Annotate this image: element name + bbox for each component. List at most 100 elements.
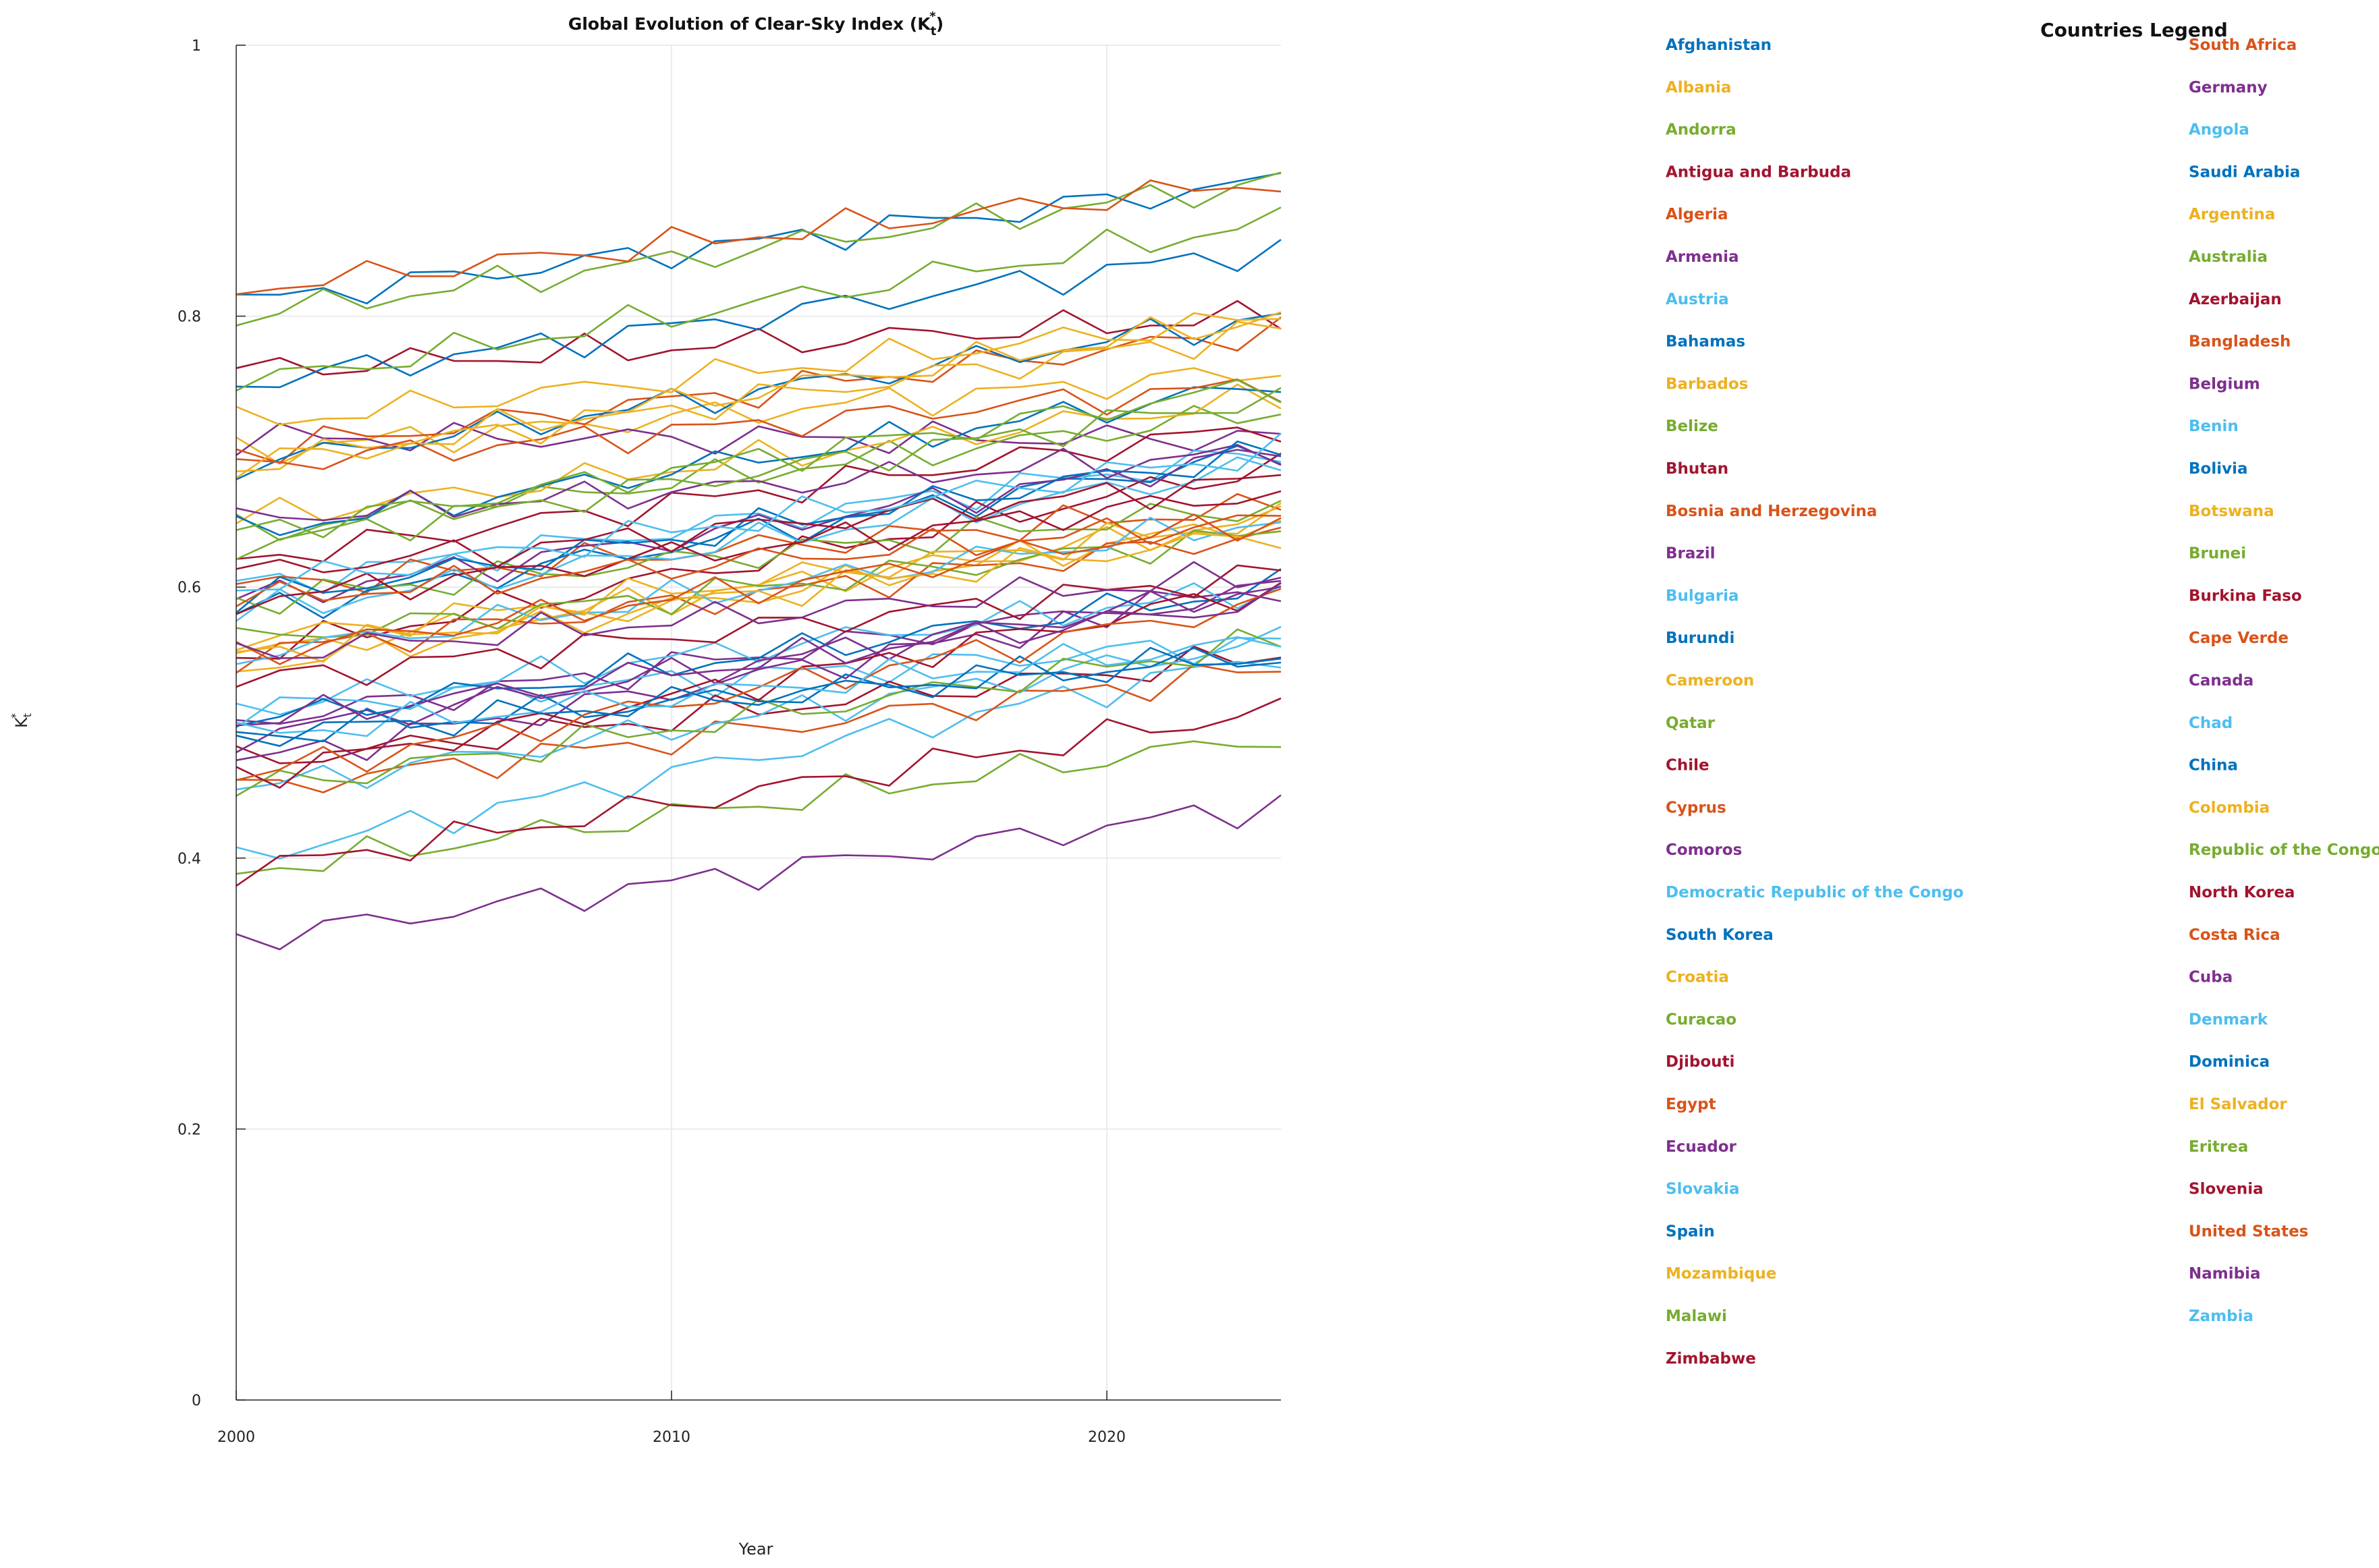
legend-item: Denmark <box>2189 1011 2268 1028</box>
legend-item: Bosnia and Herzegovina <box>1666 503 1877 520</box>
legend-item: Cameroon <box>1666 672 1754 690</box>
legend-item: Cyprus <box>1666 799 1726 816</box>
legend-item: Zambia <box>2189 1308 2253 1325</box>
series-line <box>236 379 1282 538</box>
series-line <box>236 628 1282 797</box>
legend-item: Andorra <box>1666 121 1737 139</box>
series-line <box>236 636 1282 737</box>
series-line <box>236 582 1282 789</box>
legend-item: United States <box>2189 1223 2308 1240</box>
legend-item: Azerbaijan <box>2189 291 2282 308</box>
legend-item: Belize <box>1666 418 1718 435</box>
series-line <box>236 320 1282 479</box>
y-tick-label: 0.4 <box>177 851 201 868</box>
legend-item: Slovakia <box>1666 1181 1739 1198</box>
legend-item: Antigua and Barbuda <box>1666 163 1851 181</box>
legend-item: Bhutan <box>1666 460 1728 478</box>
legend-item: Germany <box>2189 79 2268 96</box>
legend-item: Croatia <box>1666 969 1729 986</box>
series-line <box>236 312 1282 426</box>
legend-item: Albania <box>1666 79 1731 96</box>
series-line <box>236 452 1282 660</box>
y-tick-label: 0.6 <box>177 580 201 596</box>
y-tick-label: 0.8 <box>177 309 201 326</box>
legend-item: Angola <box>2189 121 2249 139</box>
series-line <box>236 474 1282 573</box>
series-line <box>236 646 1282 747</box>
legend-item: Colombia <box>2189 799 2270 816</box>
legend-item: North Korea <box>2189 884 2295 901</box>
legend-item: Djibouti <box>1666 1053 1734 1071</box>
legend-item: Brazil <box>1666 545 1716 563</box>
series-line <box>236 171 1282 327</box>
legend-item: Qatar <box>1666 715 1716 732</box>
legend-item: Afghanistan <box>1666 36 1772 54</box>
legend-item: Republic of the Congo <box>2189 841 2379 859</box>
legend-item: Australia <box>2189 248 2268 266</box>
series-line <box>236 206 1282 392</box>
series-line <box>236 740 1282 875</box>
series-line <box>236 378 1282 470</box>
legend-item: Botswana <box>2189 503 2274 520</box>
legend-item: Bahamas <box>1666 333 1745 351</box>
legend-item: Bulgaria <box>1666 587 1739 605</box>
legend-item: Slovenia <box>2189 1181 2264 1198</box>
legend-item: Argentina <box>2189 206 2275 223</box>
series-line <box>236 445 1282 619</box>
legend-item: Saudi Arabia <box>2189 163 2300 181</box>
series-line <box>236 513 1282 665</box>
legend-item: Dominica <box>2189 1053 2270 1071</box>
series-line <box>236 588 1282 781</box>
series-line <box>236 582 1282 716</box>
legend-item: Armenia <box>1666 248 1739 266</box>
tick-labels: 0 0.2 0.4 0.6 0.8 1 2000 2010 2020 <box>177 38 1126 1446</box>
legend-item: Costa Rica <box>2189 926 2280 944</box>
legend-item: Namibia <box>2189 1265 2261 1283</box>
series-line <box>236 502 1282 651</box>
series-line <box>236 312 1282 480</box>
legend-item: Benin <box>2189 418 2239 435</box>
series-line <box>236 582 1282 727</box>
series-line <box>236 440 1282 614</box>
legend-item: Cuba <box>2189 969 2233 986</box>
y-axis-title: Kt* <box>9 713 34 728</box>
series-line <box>236 697 1282 887</box>
series-lines <box>236 171 1282 951</box>
legend-item: Chad <box>2189 715 2233 732</box>
series-line <box>236 367 1282 465</box>
series-line <box>236 449 1282 594</box>
series-line <box>236 645 1282 764</box>
series-line <box>236 179 1282 296</box>
series-line <box>236 432 1282 592</box>
series-line <box>236 426 1282 563</box>
legend-item: Mozambique <box>1666 1265 1776 1283</box>
legend-item: Canada <box>2189 672 2253 690</box>
series-line <box>236 580 1282 762</box>
series-line <box>236 239 1282 389</box>
legend-item: Barbados <box>1666 375 1748 393</box>
x-tick-label: 2020 <box>1088 1429 1126 1446</box>
legend-item: Bolivia <box>2189 460 2248 478</box>
series-line <box>236 383 1282 525</box>
series-line <box>236 568 1282 727</box>
x-tick-label: 2000 <box>217 1429 255 1446</box>
legend-item: Burkina Faso <box>2189 587 2302 605</box>
legend-item: Algeria <box>1666 206 1728 223</box>
series-line <box>236 420 1282 456</box>
legend-item: Curacao <box>1666 1011 1737 1028</box>
series-line <box>236 561 1282 659</box>
legend-item: Malawi <box>1666 1308 1727 1325</box>
legend-item: Cape Verde <box>2189 629 2289 647</box>
legend-item: South Africa <box>2189 36 2297 54</box>
legend-item: South Korea <box>1666 926 1774 944</box>
legend-item: Eritrea <box>2189 1138 2248 1156</box>
legend-item: China <box>2189 757 2238 775</box>
legend-title: Countries Legend <box>2040 19 2228 41</box>
legend-item: Zimbabwe <box>1666 1350 1756 1368</box>
legend-item: El Salvador <box>2189 1096 2287 1113</box>
chart-title: Global Evolution of Clear-Sky Index (Kt*… <box>568 9 944 38</box>
legend-item: Egypt <box>1666 1096 1716 1113</box>
legend-item: Bangladesh <box>2189 333 2291 351</box>
